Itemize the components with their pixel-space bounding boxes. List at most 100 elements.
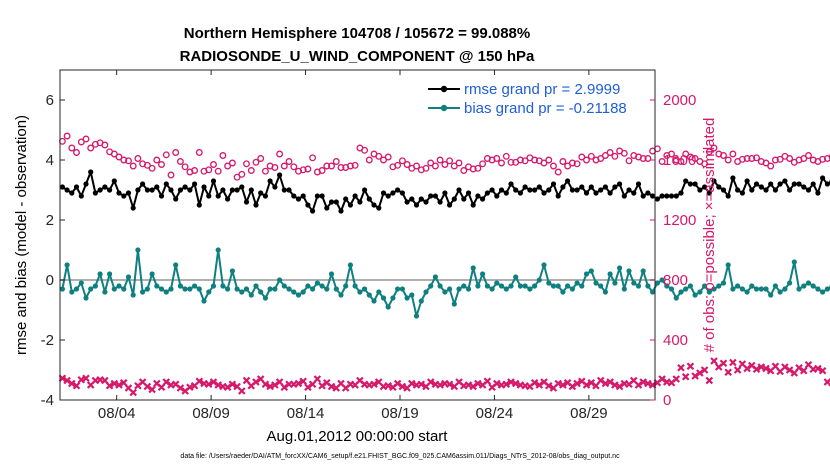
obs_possible-point: [550, 162, 557, 170]
obs_possible-point: [823, 155, 830, 162]
obs_possible-point: [247, 167, 255, 174]
bias-point: [716, 283, 722, 289]
bias-point: [805, 280, 812, 286]
rmse-point: [225, 196, 231, 202]
rmse-point: [59, 184, 65, 190]
rmse-point: [824, 181, 830, 187]
bias-point: [314, 280, 320, 286]
obs_possible-point: [531, 156, 539, 164]
obs_assimilated-point: [795, 363, 803, 372]
obs_possible-point: [578, 153, 586, 161]
rmse-point: [234, 187, 240, 193]
bias-point: [399, 286, 405, 292]
chart-title-line2: RADIOSONDE_U_WIND_COMPONENT @ 150 hPa: [180, 48, 535, 65]
bias-point: [810, 283, 816, 289]
rmse-point: [716, 184, 722, 190]
rmse-point: [111, 178, 117, 184]
obs_assimilated-point: [280, 383, 289, 392]
obs_possible-point: [413, 162, 420, 170]
bias-point: [305, 283, 311, 289]
rmse-point: [177, 187, 183, 193]
obs_possible-point: [346, 162, 354, 170]
bias-point: [300, 289, 306, 295]
rmse-point: [97, 187, 103, 193]
obs_possible-point: [446, 157, 454, 165]
bias-point: [201, 298, 207, 304]
obs_assimilated-point: [493, 379, 501, 388]
legend-bias-marker: [440, 104, 448, 112]
bias-point: [796, 286, 802, 292]
obs_assimilated-point: [238, 387, 246, 395]
obs_assimilated-point: [176, 384, 185, 392]
obs_assimilated-point: [762, 364, 770, 373]
obs_possible-point: [285, 158, 293, 165]
rmse-point: [720, 187, 727, 193]
obs_possible-point: [224, 162, 232, 170]
bias-point: [480, 271, 486, 277]
rmse-point: [777, 181, 783, 187]
bias-point: [243, 286, 250, 292]
rmse-point: [508, 181, 514, 187]
bias-point: [574, 280, 580, 286]
obs_assimilated-point: [370, 380, 378, 389]
obs_assimilated-point: [228, 380, 237, 389]
obs_assimilated-point: [582, 381, 591, 389]
obs_assimilated-point: [115, 381, 123, 389]
rmse-point: [451, 196, 457, 202]
bias-point: [678, 289, 684, 295]
rmse-point: [536, 184, 542, 190]
obs_assimilated-point: [223, 383, 232, 392]
bias-point: [196, 286, 202, 292]
bias-point: [763, 286, 769, 292]
obs_possible-point: [441, 161, 449, 168]
y-left-tick-label: -4: [41, 392, 54, 409]
rmse-point: [130, 205, 136, 211]
bias-point: [593, 280, 599, 286]
rmse-point: [168, 187, 174, 193]
obs_possible-point: [606, 149, 614, 156]
bias-point: [64, 262, 70, 268]
obs_assimilated-point: [436, 381, 444, 389]
rmse-point: [253, 202, 259, 208]
obs_assimilated-point: [261, 380, 270, 389]
rmse-point: [730, 175, 736, 181]
series-obs_assimilated: [58, 357, 830, 397]
obs_possible-point: [380, 156, 387, 164]
obs_assimilated-point: [644, 379, 652, 388]
rmse-point: [555, 193, 561, 199]
chart-title-line1: Northern Hemisphere 104708 / 105672 = 99…: [184, 25, 530, 42]
rmse-point: [527, 187, 533, 193]
bias-point: [258, 289, 264, 295]
obs_possible-point: [398, 157, 406, 165]
obs_assimilated-point: [483, 377, 492, 386]
bias-point: [59, 286, 65, 292]
obs_assimilated-point: [318, 381, 326, 390]
rmse-point: [239, 184, 245, 190]
rmse-point: [192, 181, 198, 187]
bias-point: [602, 289, 609, 295]
bias-point: [612, 280, 618, 286]
rmse-point: [149, 187, 155, 193]
obs_possible-point: [583, 156, 590, 164]
bias-point: [758, 286, 764, 292]
obs_assimilated-point: [68, 379, 76, 388]
rmse-point: [395, 187, 401, 193]
obs_possible-point: [252, 158, 260, 166]
rmse-point: [659, 193, 665, 199]
obs_possible-point: [205, 166, 213, 174]
obs_assimilated-point: [77, 375, 86, 384]
y-right-tick-label: 0: [663, 392, 671, 409]
obs_assimilated-point: [615, 382, 624, 391]
obs_assimilated-point: [209, 378, 218, 386]
y-right-tick-label: 800: [663, 272, 688, 289]
rmse-point: [805, 187, 812, 193]
rmse-point: [588, 184, 594, 190]
obs_possible-point: [450, 162, 458, 170]
rmse-point: [173, 196, 179, 202]
rmse-point: [621, 193, 627, 199]
bias-point: [461, 283, 467, 289]
data-file-footnote: data file: /Users/raeder/DAI/ATM_forcXX/…: [180, 453, 620, 460]
rmse-point: [277, 172, 283, 178]
rmse-point: [286, 187, 292, 193]
rmse-point: [541, 190, 547, 196]
